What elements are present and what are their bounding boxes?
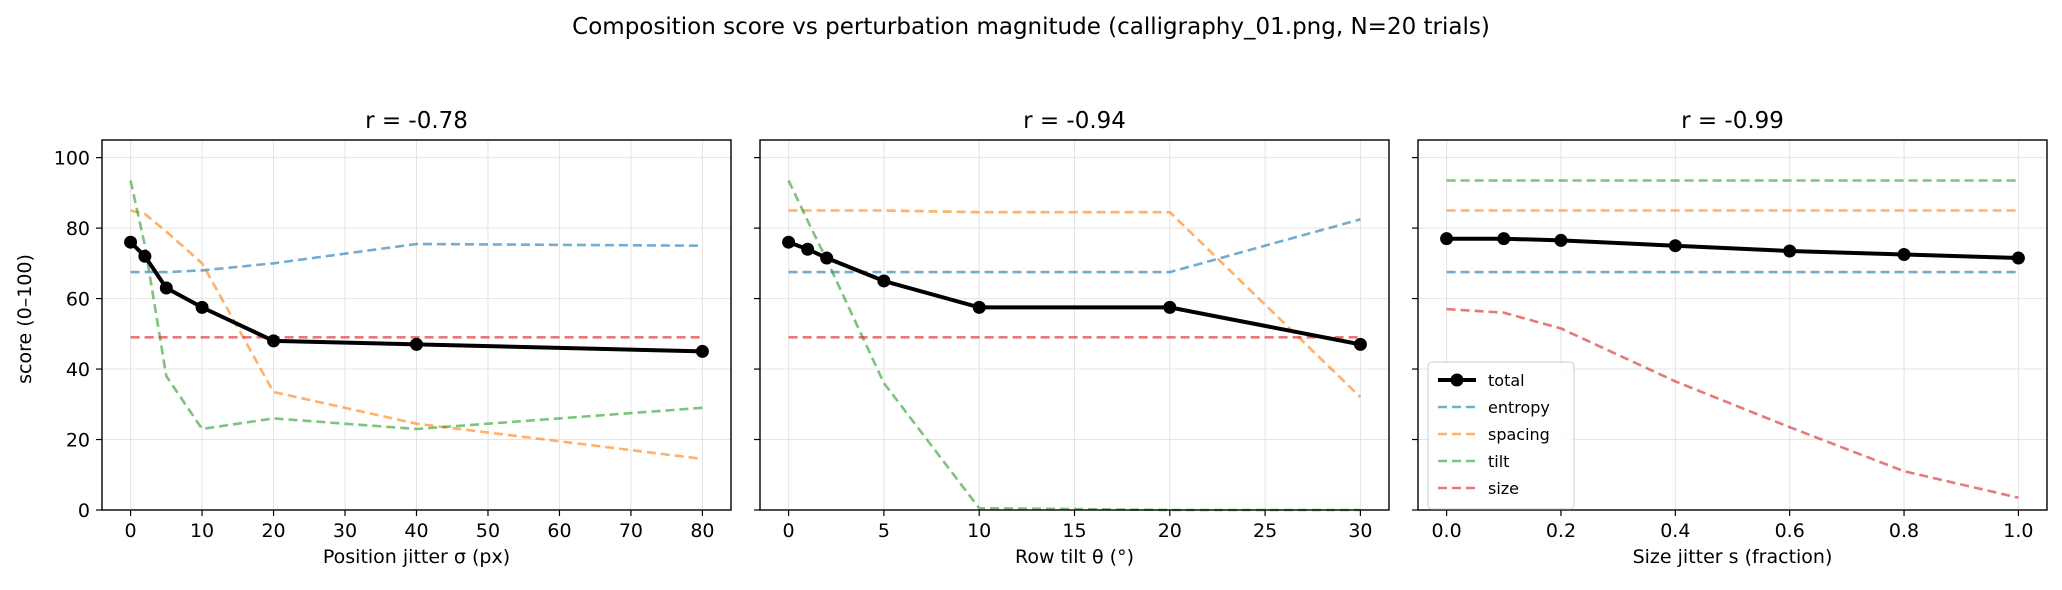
legend-label-size: size (1488, 479, 1519, 498)
x-axis-label: Position jitter σ (px) (323, 546, 510, 568)
legend-label-tilt: tilt (1488, 452, 1509, 471)
subplot-1: 0 10 20 30 40 50 60 70 80 0 20 40 60 80 100 r = -0.78 Po… (54, 108, 732, 568)
data-point-total (877, 274, 891, 288)
data-point-total (1668, 239, 1682, 253)
y-tick-label: 60 (66, 289, 90, 311)
legend-label-spacing: spacing (1488, 425, 1550, 444)
data-point-total (820, 251, 834, 265)
subplot-title: r = -0.99 (1681, 108, 1784, 134)
data-point-total (972, 300, 986, 314)
legend-box (1427, 361, 1575, 510)
x-tick-label: 20 (261, 520, 285, 542)
series-line-tilt (129, 180, 703, 431)
series-line-tilt (787, 179, 1361, 512)
x-tick-label: 50 (476, 520, 500, 542)
axes-frame (759, 139, 1390, 511)
data-point-total (1783, 244, 1797, 258)
x-tick-label: 5 (878, 520, 890, 542)
x-tick-label: 60 (547, 520, 571, 542)
x-tick-label: 70 (619, 520, 643, 542)
legend-label-entropy: entropy (1488, 398, 1550, 417)
series-line-entropy (130, 242, 703, 274)
y-tick-label: 80 (66, 218, 90, 240)
data-point-total (2011, 251, 2025, 265)
x-axis-label: Row tilt θ (°) (1015, 546, 1134, 568)
data-point-total (801, 242, 815, 256)
x-tick-label: 80 (690, 520, 714, 542)
series-line-entropy (788, 218, 1361, 274)
x-tick-label: 10 (967, 520, 991, 542)
series-line-spacing (130, 209, 703, 461)
x-tick-label: 30 (333, 520, 357, 542)
x-tick-label: 0 (783, 520, 795, 542)
x-tick-label: 40 (404, 520, 428, 542)
x-axis-label: Size jitter s (fraction) (1633, 546, 1833, 568)
data-point-total (138, 249, 152, 263)
data-point-total (159, 281, 173, 295)
series-line-size (1446, 307, 2019, 499)
data-point-total (1554, 233, 1568, 247)
x-tick-label: 15 (1062, 520, 1086, 542)
axes-frame (1417, 139, 2048, 511)
legend-marker-total (1450, 373, 1464, 387)
x-tick-label: 10 (190, 520, 214, 542)
data-point-total (1897, 248, 1911, 262)
data-point-total (410, 337, 423, 351)
x-tick-label: 1.0 (2003, 520, 2033, 542)
y-axis-label: score (0–100) (14, 254, 36, 384)
data-point-total (1440, 232, 1454, 246)
y-tick-label: 40 (66, 359, 90, 381)
y-tick-label: 100 (54, 148, 90, 170)
axes-frame (101, 139, 732, 511)
x-tick-label: 0.2 (1546, 520, 1576, 542)
x-tick-label: 0.4 (1660, 520, 1690, 542)
data-point-total (1353, 337, 1367, 351)
subplot-title: r = -0.94 (1023, 108, 1126, 134)
x-tick-label: 25 (1253, 520, 1277, 542)
subplot-3: 0.0 0.2 0.4 0.6 0.8 1.0 r = -0.99 Size jitter s… (1412, 108, 2048, 568)
legend-label-total: total (1488, 371, 1525, 390)
data-point-total (267, 334, 281, 348)
x-tick-label: 0.0 (1431, 520, 1461, 542)
x-tick-label: 0.6 (1775, 520, 1805, 542)
legend: total entropy spacing tilt size (1427, 361, 1575, 510)
data-point-total (782, 235, 796, 249)
y-tick-label: 0 (78, 500, 90, 522)
subplot-2: 0 5 10 15 20 25 30 r = -0.94 Row tilt θ (°) (754, 108, 1390, 568)
data-point-total (195, 300, 209, 314)
y-tick-label: 20 (66, 430, 90, 452)
x-tick-label: 0.8 (1889, 520, 1919, 542)
x-tick-label: 20 (1158, 520, 1182, 542)
x-tick-label: 30 (1348, 520, 1372, 542)
subplot-title: r = -0.78 (365, 108, 468, 134)
data-point-total (1163, 300, 1177, 314)
series-line-spacing (788, 209, 1362, 399)
data-point-total (124, 235, 138, 249)
data-point-total (1497, 232, 1511, 246)
data-point-total (695, 344, 709, 358)
figure-title: Composition score vs perturbation magnit… (572, 14, 1490, 40)
x-tick-label: 0 (125, 520, 137, 542)
